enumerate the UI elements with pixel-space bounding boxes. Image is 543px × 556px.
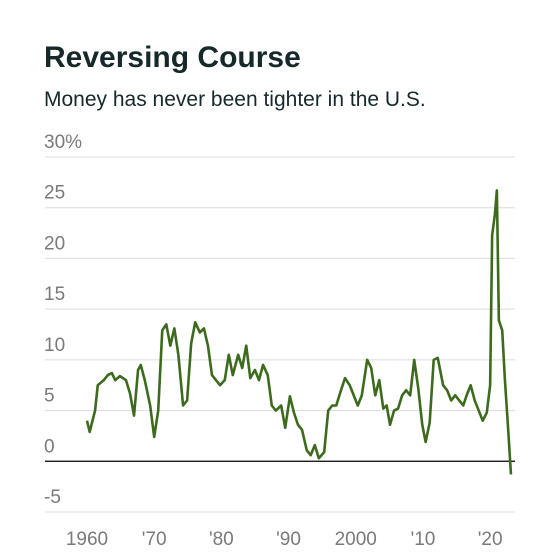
y-tick-label: -5 bbox=[44, 487, 61, 508]
y-tick-label: 20 bbox=[44, 233, 65, 254]
x-tick-label: 1960 bbox=[66, 529, 108, 550]
y-tick-label: 25 bbox=[44, 183, 65, 204]
y-tick-label: 30% bbox=[44, 132, 82, 153]
y-tick-label: 5 bbox=[44, 386, 55, 407]
chart-subtitle: Money has never been tighter in the U.S. bbox=[44, 88, 426, 111]
x-tick-label: '20 bbox=[478, 529, 503, 550]
y-tick-label: 0 bbox=[44, 436, 55, 457]
x-tick-label: '70 bbox=[142, 529, 167, 550]
x-tick-label: '10 bbox=[411, 529, 436, 550]
chart-title: Reversing Course bbox=[44, 41, 301, 74]
x-tick-label: 2000 bbox=[335, 529, 377, 550]
x-tick-label: '80 bbox=[209, 529, 234, 550]
y-tick-label: 10 bbox=[44, 335, 65, 356]
y-tick-label: 15 bbox=[44, 284, 65, 305]
data-line bbox=[85, 189, 513, 475]
x-tick-label: '90 bbox=[276, 529, 301, 550]
